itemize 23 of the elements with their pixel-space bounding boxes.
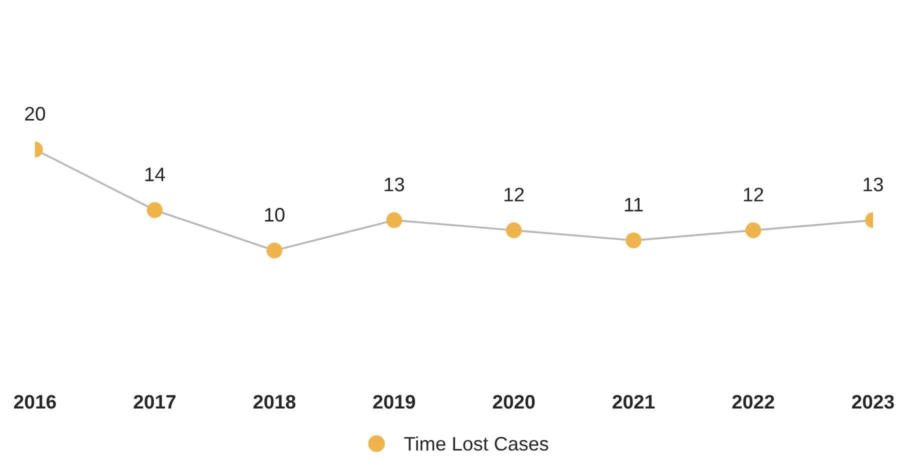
x-tick-label: 2018 [253,394,296,409]
legend-label: Time Lost Cases [404,436,548,451]
x-tick-label: 2017 [134,394,176,409]
data-label: 11 [624,198,643,212]
data-label: 13 [864,178,883,192]
point [386,212,402,228]
point [626,232,642,248]
data-label: 12 [504,188,524,202]
x-tick-label: 2021 [612,394,655,409]
point [266,242,282,258]
point [146,202,163,218]
point [506,222,522,238]
point [745,222,762,238]
data-label: 14 [145,168,165,182]
x-tick-label: 2016 [14,394,56,409]
x-tick-label: 2023 [852,394,894,409]
data-label: 13 [384,178,404,192]
x-tick-label: 2022 [732,394,774,409]
data-label: 10 [265,208,284,222]
data-label: 20 [25,106,46,121]
data-label: 12 [744,188,764,202]
x-tick-label: 2019 [373,394,416,409]
x-tick-label: 2020 [492,394,535,409]
